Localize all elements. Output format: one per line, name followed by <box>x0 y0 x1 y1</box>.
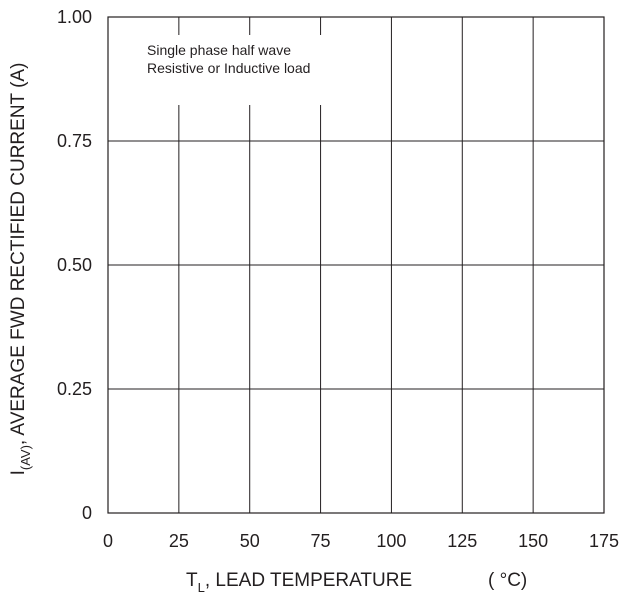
x-tick-label-75: 75 <box>311 531 331 551</box>
y-tick-label-1.00: 1.00 <box>57 7 92 27</box>
x-tick-label-50: 50 <box>240 531 260 551</box>
annotation-line-1: Single phase half wave <box>147 42 291 58</box>
x-tick-labels: 0 25 50 75 100 125 150 175 <box>103 531 619 551</box>
y-tick-labels: 0 0.25 0.50 0.75 1.00 <box>57 7 92 523</box>
annotation-mask <box>138 35 343 105</box>
x-axis-label-subscript: L <box>198 580 205 595</box>
y-tick-label-0: 0 <box>82 503 92 523</box>
y-tick-label-0.50: 0.50 <box>57 255 92 275</box>
annotation-line-2: Resistive or Inductive load <box>147 60 310 76</box>
y-axis-label-prefix: I <box>8 470 29 475</box>
x-axis-unit: ( °C) <box>488 570 527 591</box>
x-axis-label: TL, LEAD TEMPERATURE <box>186 570 412 595</box>
y-axis-label-subscript: (AV) <box>18 445 33 470</box>
x-axis-label-prefix: T <box>186 570 198 591</box>
x-tick-label-125: 125 <box>447 531 477 551</box>
x-tick-label-150: 150 <box>518 531 548 551</box>
x-axis-label-text: , LEAD TEMPERATURE <box>205 570 412 591</box>
y-axis-label-text: , AVERAGE FWD RECTIFIED CURRENT (A) <box>8 63 29 446</box>
y-tick-label-0.25: 0.25 <box>57 379 92 399</box>
x-tick-label-175: 175 <box>589 531 619 551</box>
y-axis-label: I(AV), AVERAGE FWD RECTIFIED CURRENT (A) <box>8 63 33 476</box>
plot-frame <box>107 16 605 514</box>
x-tick-label-25: 25 <box>169 531 189 551</box>
y-tick-label-0.75: 0.75 <box>57 131 92 151</box>
annotation-box: Single phase half wave Resistive or Indu… <box>138 35 343 105</box>
x-tick-label-100: 100 <box>376 531 406 551</box>
x-tick-label-0: 0 <box>103 531 113 551</box>
